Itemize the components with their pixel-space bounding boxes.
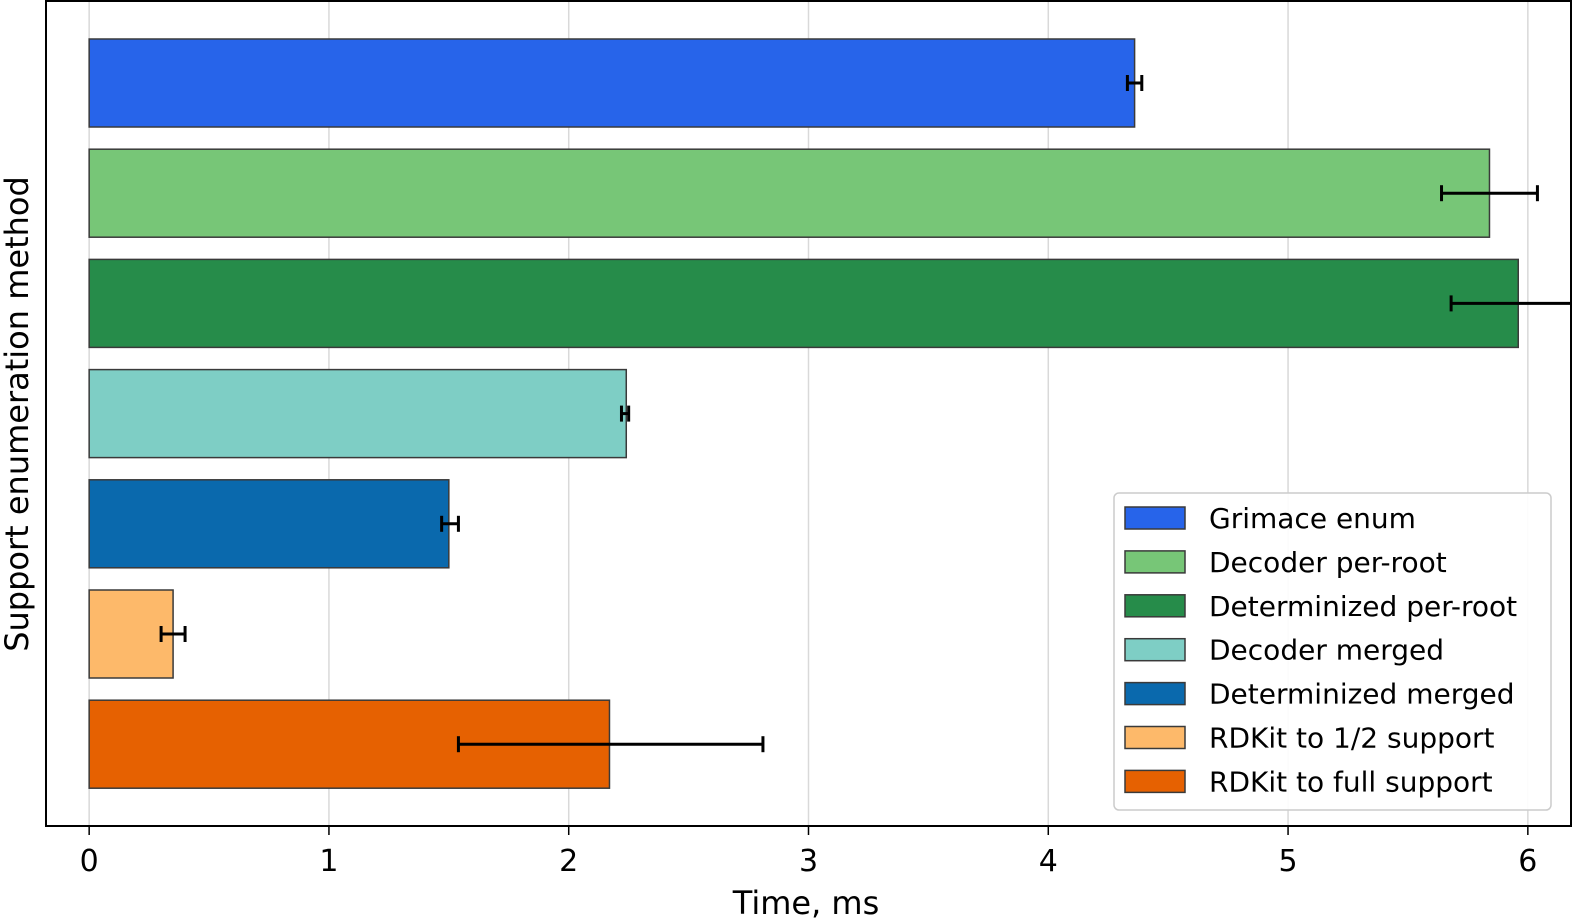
legend-swatch (1124, 550, 1186, 574)
x-tick-label: 2 (559, 844, 578, 879)
x-tick-label: 0 (80, 844, 99, 879)
legend-label: RDKit to full support (1209, 765, 1493, 798)
legend-swatch (1124, 506, 1186, 530)
legend-box (1113, 492, 1552, 811)
legend-label: RDKit to 1/2 support (1209, 722, 1495, 755)
legend-label: Determinized per-root (1209, 590, 1517, 623)
error-bars (159, 75, 1571, 753)
legend-label: Decoder per-root (1209, 546, 1447, 579)
legend-label: Grimace enum (1209, 502, 1416, 535)
bar-decoder-merged (88, 368, 628, 459)
x-tick-label: 6 (1518, 844, 1537, 879)
legend-label: Determinized merged (1209, 678, 1514, 711)
error-bar (159, 626, 187, 642)
error-bar (1125, 75, 1144, 91)
legend-swatch (1124, 681, 1186, 706)
y-axis-label: Support enumeration method (0, 176, 36, 652)
legend: Grimace enum Decoder per-root Determinized… (1113, 492, 1552, 811)
x-tick-label: 5 (1279, 844, 1298, 879)
x-tick-label: 1 (319, 844, 338, 879)
error-bar (440, 515, 460, 532)
legend-swatch (1124, 637, 1186, 662)
legend-swatch (1124, 594, 1186, 618)
x-axis-ticks: 0 1 2 3 4 5 6 (80, 826, 1537, 879)
x-tick-label: 4 (1039, 844, 1058, 879)
x-axis-label: Time, ms (732, 884, 880, 922)
bar-determinized-merged (88, 479, 450, 569)
bars (88, 38, 1519, 789)
legend-label: Decoder merged (1209, 634, 1444, 667)
bar-rdkit-to-1-2-support (88, 589, 174, 679)
bar-grimace-enum (88, 38, 1136, 128)
legend-swatch (1124, 769, 1186, 794)
legend-swatch (1124, 725, 1186, 750)
error-bar (456, 736, 765, 753)
bar-decoder-per-root (88, 148, 1491, 238)
bar-determinized-per-root (88, 258, 1519, 349)
error-bar (619, 405, 631, 422)
error-bar (1449, 295, 1571, 312)
x-tick-label: 3 (799, 844, 818, 879)
error-bar (1440, 185, 1539, 202)
